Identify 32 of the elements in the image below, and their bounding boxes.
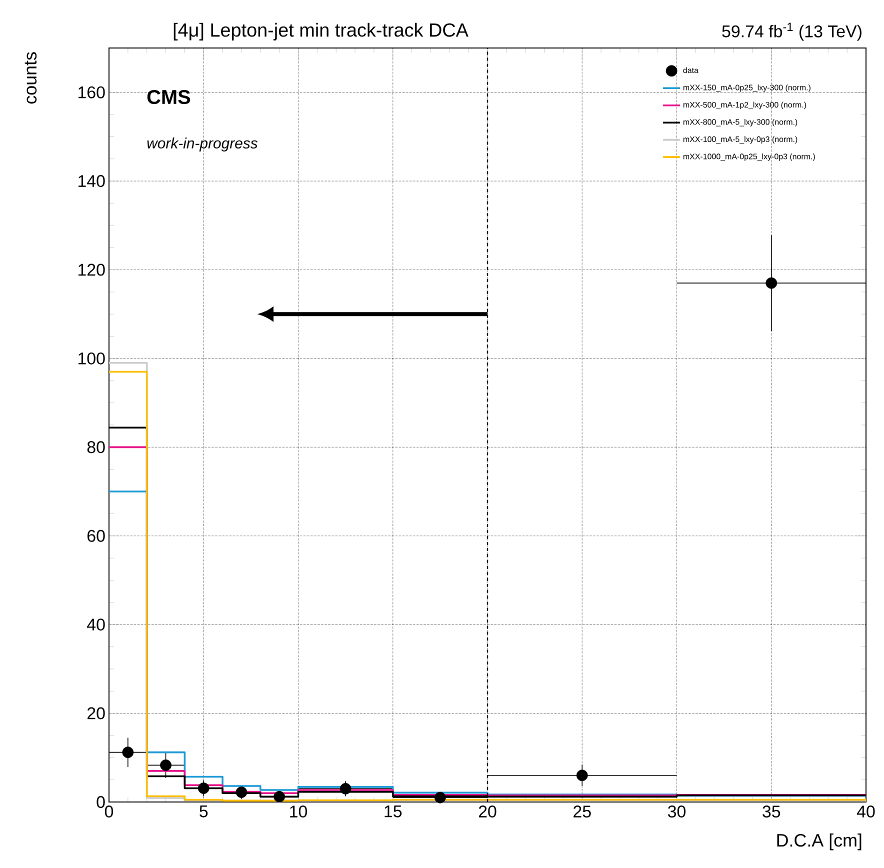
x-tick-label: 5 <box>200 806 208 818</box>
point <box>122 746 134 758</box>
y-tick-label: 40 <box>87 618 105 631</box>
y-tick-label: 160 <box>78 86 105 98</box>
point <box>198 782 210 794</box>
y-tick-label: 60 <box>88 530 105 542</box>
y-tick-label: 120 <box>78 264 105 276</box>
x-axis-title: D.C.A [cm] <box>777 834 862 850</box>
text: 59.74 fb$^{-1}$ (13 TeV) <box>722 22 862 41</box>
y-tick-label: 80 <box>87 441 105 454</box>
y-tick-label: 20 <box>88 707 105 720</box>
point <box>434 792 446 804</box>
x-tick-label: 25 <box>574 806 591 818</box>
point <box>576 770 588 782</box>
annotation: CMS <box>147 90 190 104</box>
y-tick-label: 100 <box>78 352 105 364</box>
x-tick-label: 35 <box>762 806 780 818</box>
x-tick-label: 15 <box>384 806 402 818</box>
x-tick-label: 0 <box>104 806 114 818</box>
point <box>160 759 172 771</box>
point <box>236 786 248 798</box>
y-axis-title: counts <box>24 52 37 104</box>
point <box>274 790 286 802</box>
x-tick-label: 40 <box>856 806 875 818</box>
annotation: work-in-progress <box>147 138 258 152</box>
x-tick-label: 30 <box>668 806 686 818</box>
y-tick-label: 0 <box>96 796 105 808</box>
point <box>766 277 778 289</box>
x-tick-label: 20 <box>478 806 496 818</box>
y-tick-label: 140 <box>78 175 105 188</box>
x-tick-label: 10 <box>290 806 308 818</box>
chart-title: [4μ] Lepton-jet min track-track DCA <box>174 22 468 40</box>
